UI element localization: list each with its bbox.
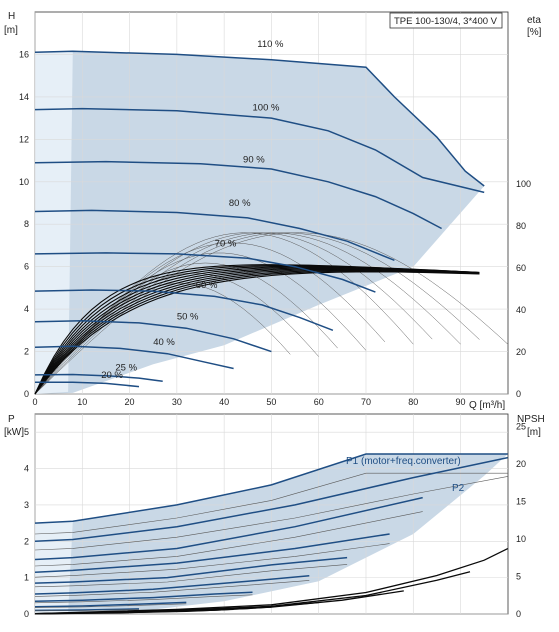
x-tick-label: 0 [32,397,37,407]
y2-tick-label: 20 [516,347,526,357]
speed-curve-label: 110 % [257,39,284,50]
pump-title: TPE 100-130/4, 3*400 V [394,16,498,27]
x-tick-label: 10 [77,397,87,407]
speed-curve [35,381,140,388]
y-tick-label: 2 [24,347,29,357]
x-tick-label: 50 [266,397,276,407]
y-axis-unit-p: [kW] [4,427,24,438]
y2-tick-label: 5 [516,572,521,582]
y2-axis-unit-npsh: [m] [527,427,541,438]
y-tick-label: 6 [24,262,29,272]
x-tick-label: 70 [361,397,371,407]
speed-curve-label: 20 % [101,370,123,381]
y-axis-label-p: P [8,414,15,425]
speed-curve [34,209,395,261]
x-tick-label: 20 [125,397,135,407]
speed-curve [34,50,485,187]
speed-curve [34,289,334,332]
speed-curve-label: 70 % [215,239,237,250]
y2-tick-label: 20 [516,459,526,469]
p2-curve [34,609,140,612]
x-tick-label: 40 [219,397,229,407]
speed-curve [34,252,376,293]
y2-tick-label: 15 [516,497,526,507]
p1-curve [34,575,310,595]
min-flow-region [35,51,73,395]
p2-curve [34,603,187,608]
y2-tick-label: 100 [516,179,531,189]
y2-tick-label: 25 [516,422,526,432]
y2-tick-label: 0 [516,609,521,619]
p2-curve [34,594,253,604]
y-tick-label: 2 [24,536,29,546]
y-tick-label: 14 [19,92,29,102]
y2-tick-label: 10 [516,534,526,544]
p2-curve [34,476,508,551]
y-tick-label: 0 [24,609,29,619]
annotation-p2: P2 [452,483,465,494]
speed-curve-label: 25 % [115,363,137,374]
y-tick-label: 10 [19,177,29,187]
eta-thin-curve [34,232,508,395]
y-tick-label: 12 [19,134,29,144]
p1-curve [34,456,508,543]
y2-axis-unit-eta: [%] [527,27,542,38]
y-axis-label-h: H [8,11,15,22]
y2-tick-label: 60 [516,263,526,273]
speed-curve [34,160,442,230]
x-tick-label: 30 [172,397,182,407]
speed-curve [34,320,272,353]
p2-curve [34,564,348,588]
pump-title-box: TPE 100-130/4, 3*400 V [389,12,503,29]
y-tick-label: 4 [24,464,29,474]
speed-curve-label: 80 % [229,198,251,209]
annotation-p1: P1 (motor+freq.converter) [346,456,461,467]
speed-curve-label: 60 % [196,280,218,291]
y-tick-label: 3 [24,500,29,510]
y2-tick-label: 0 [516,389,521,399]
speed-curve-label: 50 % [177,312,199,323]
y2-axis-label-eta: eta [527,15,541,26]
p2-curve [34,511,423,567]
x-tick-label: 90 [456,397,466,407]
y-tick-label: 5 [24,427,29,437]
speed-curve-label: 100 % [253,103,280,114]
chart-labels: H [m] eta [%] Q [m³/h] P [kW] NPSH [m] P… [4,11,545,494]
lower-power-chart: 0 1 2 3 4 5 0 5 10 15 20 25 [24,413,526,619]
x-tick-label: 60 [314,397,324,407]
y-tick-label: 8 [24,219,29,229]
y-tick-label: 1 [24,573,29,583]
p1-curve [34,556,348,584]
p2-curve [34,543,390,578]
speed-curve-label: 90 % [243,155,265,166]
npsh-curve [34,608,234,615]
p1-curve [34,591,253,603]
p1-curve [34,601,187,608]
y-axis-unit-h: [m] [4,25,18,36]
y-tick-label: 0 [24,389,29,399]
y2-tick-label: 40 [516,305,526,315]
speed-curve [34,345,234,370]
p1-curve [34,533,390,573]
y-tick-label: 16 [19,49,29,59]
x-axis-label-q: Q [m³/h] [469,400,505,411]
speed-curve [34,373,163,383]
x-tick-label: 80 [408,397,418,407]
p2-curve [34,580,310,597]
p1-curve [34,496,423,561]
y2-tick-label: 80 [516,221,526,231]
speed-curve-label: 40 % [153,337,175,348]
y2-axis-label-npsh: NPSH [517,414,545,425]
operating-region [35,51,485,395]
eta-curve [34,271,480,395]
p2-curve [34,472,508,535]
npsh-curve [34,548,509,615]
p1-curve [34,608,140,612]
p1-curve [34,453,508,524]
power-min-flow-region [35,521,73,614]
speed-curve [34,107,485,194]
y-tick-label: 4 [24,304,29,314]
upper-head-chart: 110 %100 %90 %80 %70 %60 %50 %40 %25 %20… [19,11,531,407]
